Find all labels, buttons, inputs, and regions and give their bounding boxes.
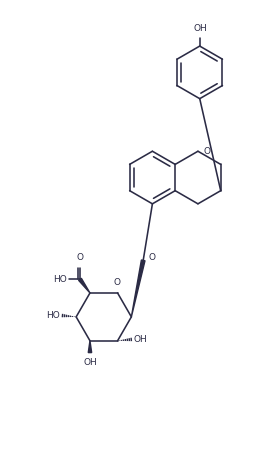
Polygon shape xyxy=(88,341,92,353)
Text: O: O xyxy=(76,253,83,262)
Polygon shape xyxy=(131,260,145,317)
Text: OH: OH xyxy=(134,335,148,344)
Text: O: O xyxy=(114,278,121,287)
Text: OH: OH xyxy=(83,358,97,367)
Text: HO: HO xyxy=(53,275,67,284)
Text: O: O xyxy=(204,147,211,156)
Text: HO: HO xyxy=(46,311,60,320)
Text: OH: OH xyxy=(193,24,207,33)
Polygon shape xyxy=(79,278,90,293)
Text: O: O xyxy=(148,253,155,262)
